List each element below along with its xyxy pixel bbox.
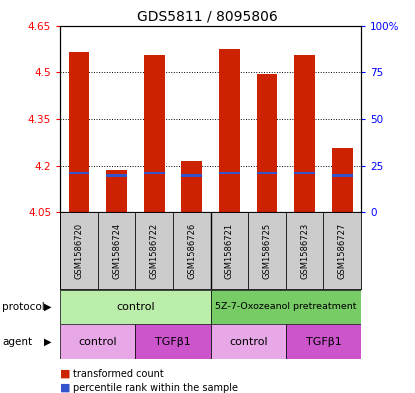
Text: GSM1586723: GSM1586723 [300, 222, 309, 279]
Bar [211, 324, 286, 359]
Text: percentile rank within the sample: percentile rank within the sample [73, 383, 238, 393]
Text: GSM1586722: GSM1586722 [150, 222, 159, 279]
Text: GSM1586720: GSM1586720 [74, 222, 83, 279]
Bar [332, 174, 353, 176]
Bar [211, 212, 248, 289]
Bar [219, 172, 240, 174]
Bar [135, 212, 173, 289]
Text: protocol: protocol [2, 302, 45, 312]
Bar [60, 324, 135, 359]
Text: ■: ■ [60, 369, 71, 379]
Text: ▶: ▶ [44, 302, 51, 312]
Text: GSM1586726: GSM1586726 [187, 222, 196, 279]
Bar [173, 212, 210, 289]
Text: ▶: ▶ [44, 336, 51, 347]
Text: transformed count: transformed count [73, 369, 164, 379]
Bar [323, 212, 361, 289]
Bar [211, 290, 361, 324]
Text: GSM1586725: GSM1586725 [263, 222, 271, 279]
Bar [106, 170, 127, 212]
Bar [68, 52, 89, 212]
Text: agent: agent [2, 336, 32, 347]
Bar [257, 74, 277, 212]
Bar [68, 172, 89, 174]
Bar [181, 174, 202, 176]
Bar [294, 172, 315, 174]
Bar [144, 55, 164, 212]
Bar [286, 324, 361, 359]
Text: control: control [78, 336, 117, 347]
Bar [286, 212, 323, 289]
Bar [248, 212, 286, 289]
Text: GDS5811 / 8095806: GDS5811 / 8095806 [137, 10, 278, 24]
Text: control: control [116, 302, 155, 312]
Bar [60, 290, 211, 324]
Bar [135, 324, 210, 359]
Text: 5Z-7-Oxozeanol pretreatment: 5Z-7-Oxozeanol pretreatment [215, 303, 356, 311]
Text: GSM1586721: GSM1586721 [225, 222, 234, 279]
Text: control: control [229, 336, 268, 347]
Bar [219, 49, 240, 212]
Bar [294, 55, 315, 212]
Bar [106, 174, 127, 176]
Bar [181, 161, 202, 212]
Bar [257, 172, 277, 174]
Text: ■: ■ [60, 383, 71, 393]
Text: TGFβ1: TGFβ1 [155, 336, 191, 347]
Bar [332, 149, 353, 212]
Text: TGFβ1: TGFβ1 [305, 336, 341, 347]
Bar [144, 172, 164, 174]
Bar [60, 212, 98, 289]
Text: GSM1586724: GSM1586724 [112, 222, 121, 279]
Text: GSM1586727: GSM1586727 [338, 222, 347, 279]
Bar [98, 212, 135, 289]
